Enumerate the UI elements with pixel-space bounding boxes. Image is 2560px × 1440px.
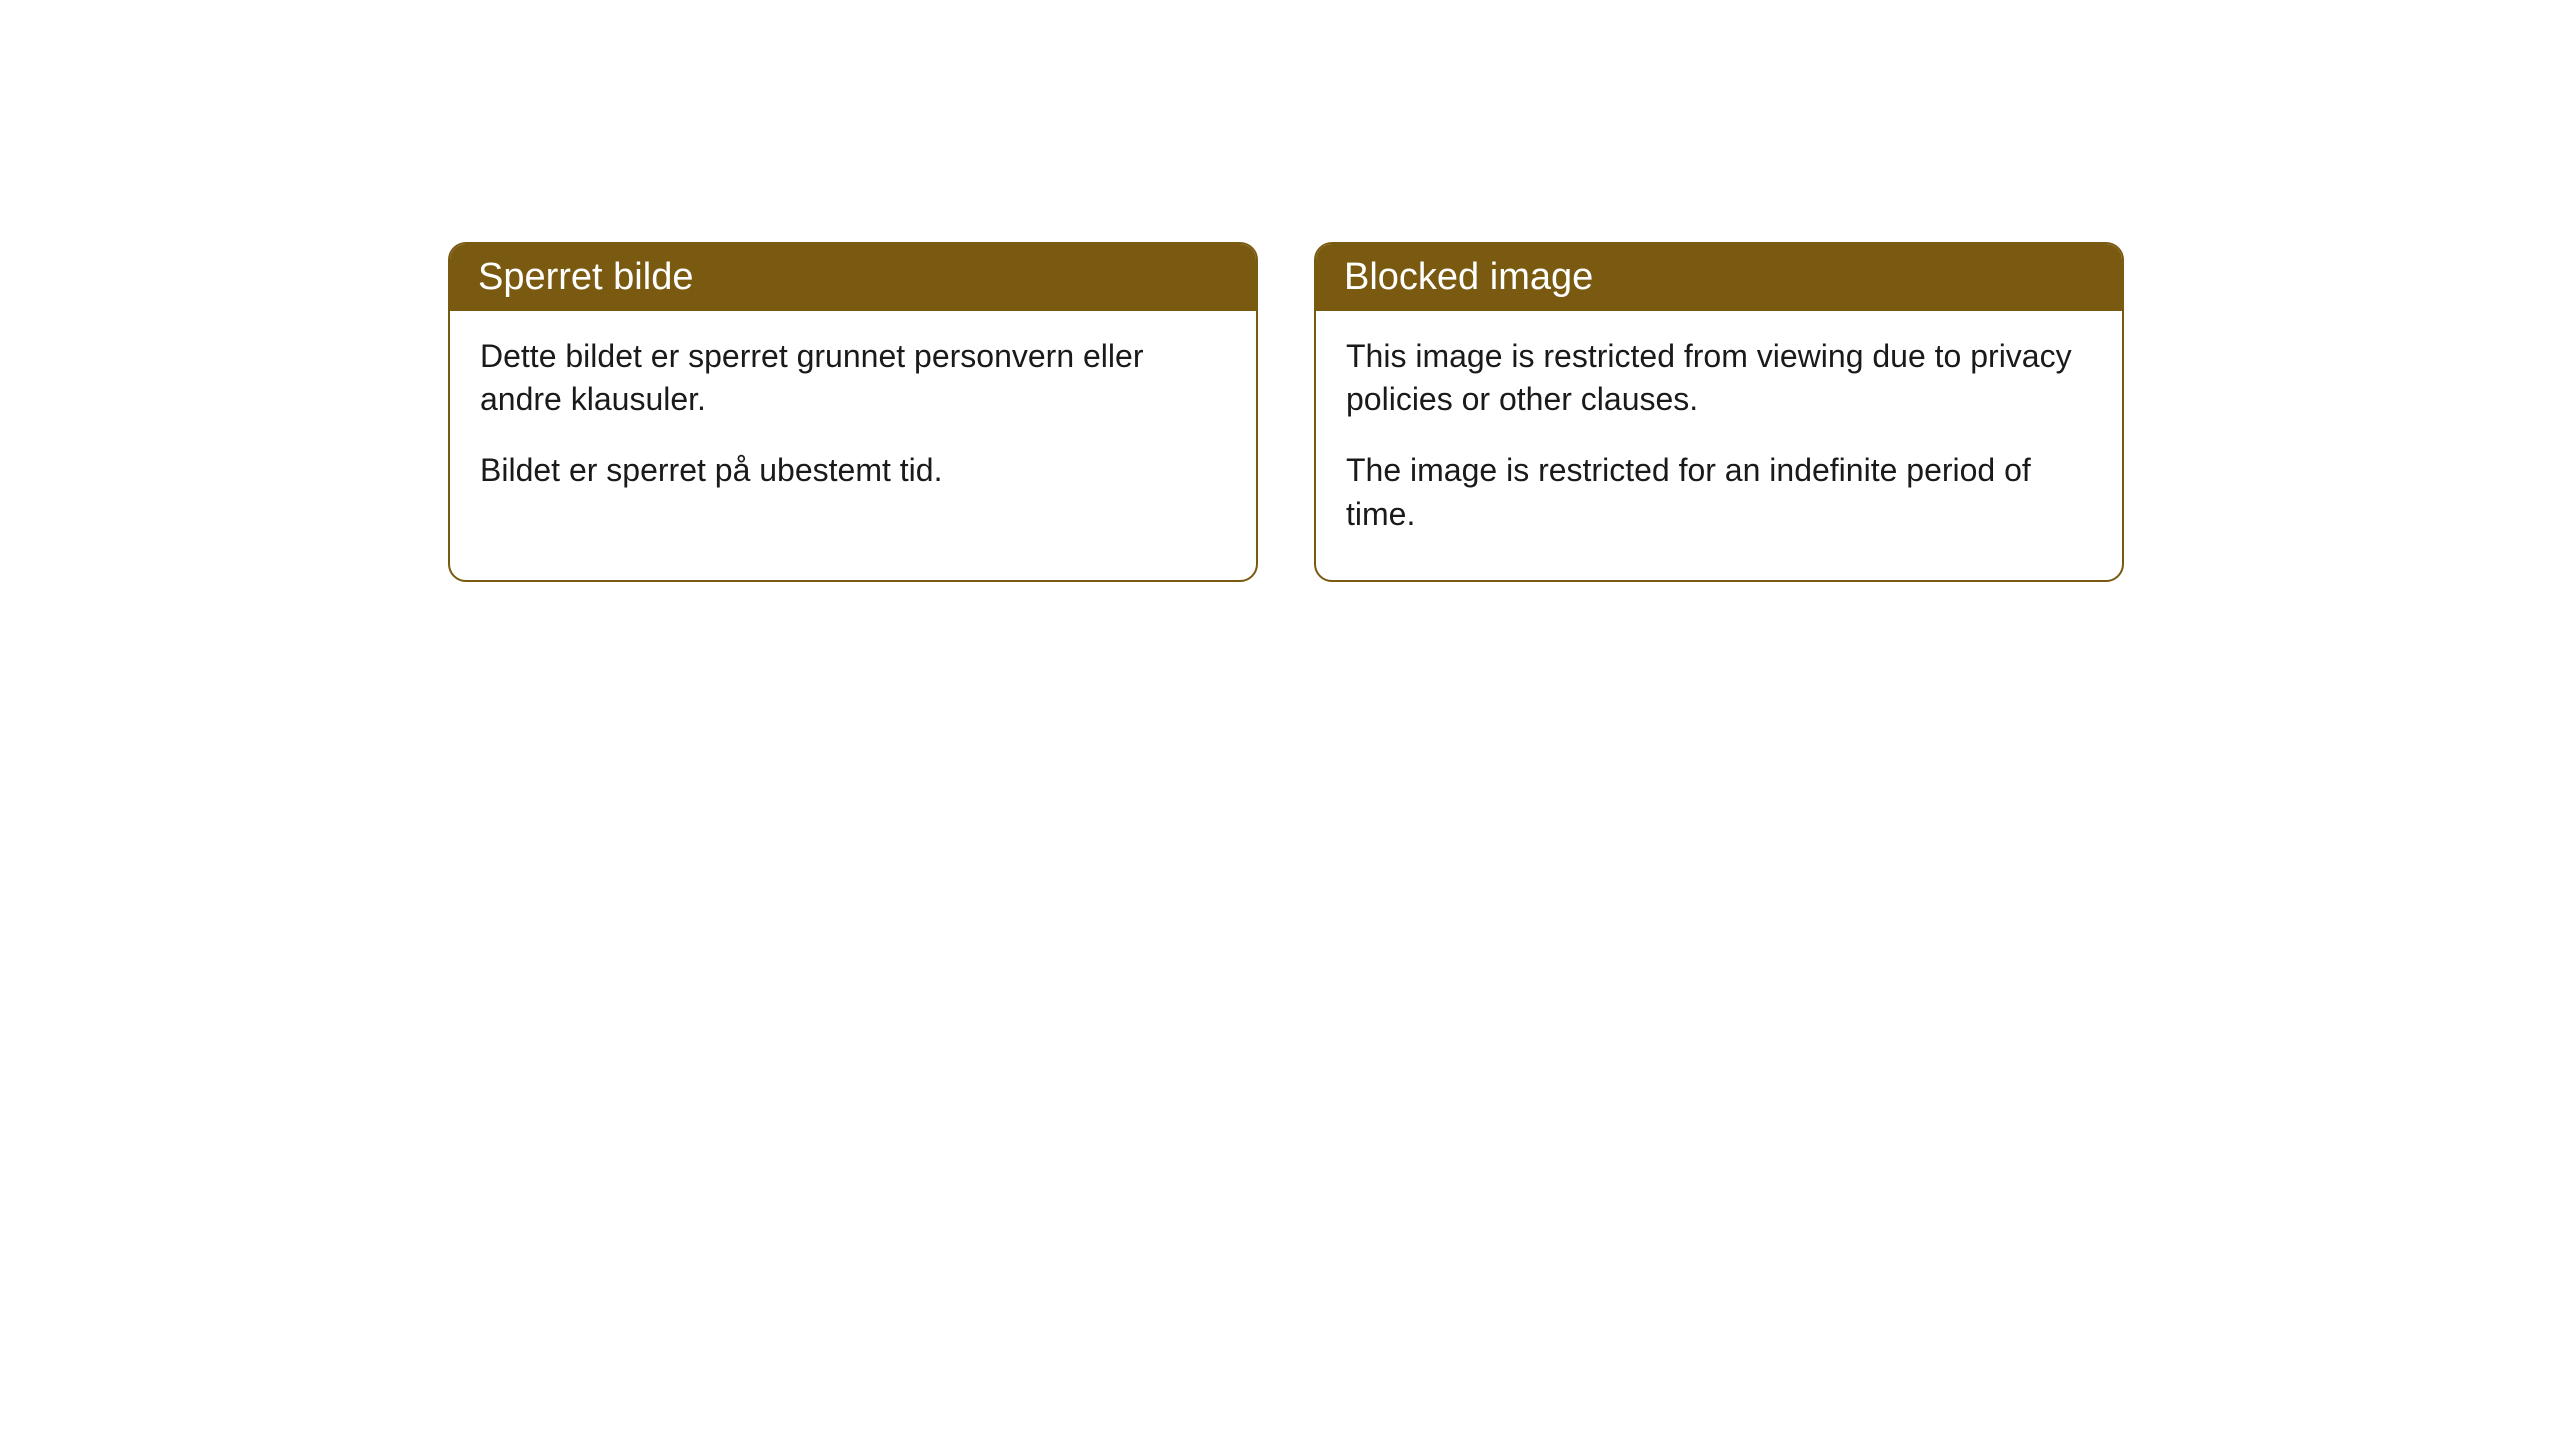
card-paragraph: This image is restricted from viewing du…	[1346, 335, 2092, 421]
card-title: Blocked image	[1316, 244, 2122, 311]
notice-container: Sperret bilde Dette bildet er sperret gr…	[0, 0, 2560, 582]
card-paragraph: The image is restricted for an indefinit…	[1346, 449, 2092, 535]
card-body: This image is restricted from viewing du…	[1316, 311, 2122, 580]
notice-card-norwegian: Sperret bilde Dette bildet er sperret gr…	[448, 242, 1258, 582]
card-paragraph: Bildet er sperret på ubestemt tid.	[480, 449, 1226, 492]
notice-card-english: Blocked image This image is restricted f…	[1314, 242, 2124, 582]
card-body: Dette bildet er sperret grunnet personve…	[450, 311, 1256, 537]
card-title: Sperret bilde	[450, 244, 1256, 311]
card-paragraph: Dette bildet er sperret grunnet personve…	[480, 335, 1226, 421]
